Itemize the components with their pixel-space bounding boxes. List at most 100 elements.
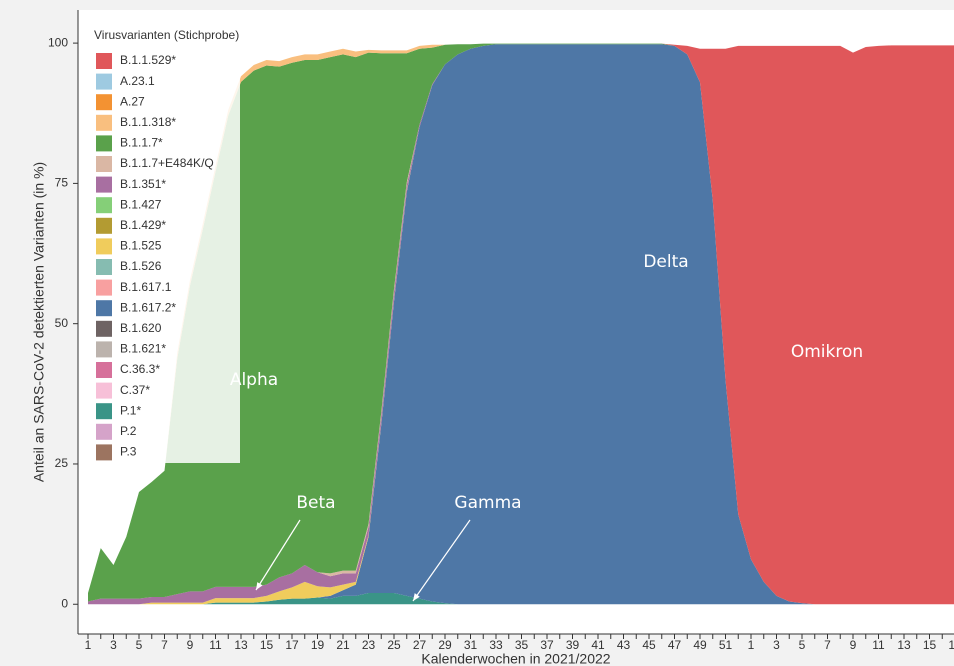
legend-swatch	[96, 300, 112, 317]
x-tick-label: 11	[209, 638, 222, 652]
x-tick-label: 5	[136, 638, 143, 652]
x-tick-label: 5	[799, 638, 806, 652]
x-tick-label: 31	[464, 638, 478, 652]
x-tick-label: 45	[642, 638, 656, 652]
legend-swatch	[96, 135, 112, 152]
legend-swatch	[96, 444, 112, 461]
legend-swatch	[96, 423, 112, 440]
x-tick-label: 3	[110, 638, 117, 652]
y-tick-label: 25	[55, 456, 69, 470]
arrow-head	[413, 593, 420, 601]
legend-swatch	[96, 320, 112, 337]
legend-label: B.1.351*	[120, 177, 166, 191]
arrow-head	[256, 582, 263, 590]
legend-swatch	[96, 73, 112, 90]
legend-swatch	[96, 403, 112, 420]
legend-swatch	[96, 217, 112, 234]
legend-swatch	[96, 94, 112, 111]
x-tick-label: 33	[489, 638, 503, 652]
area	[88, 43, 954, 605]
legend-swatch	[96, 341, 112, 358]
area	[88, 593, 954, 605]
x-tick-label: 17	[948, 638, 954, 652]
legend-label: B.1.621*	[120, 342, 166, 356]
legend-label: C.37*	[120, 383, 150, 397]
x-tick-label: 41	[591, 638, 605, 652]
legend-swatch	[96, 197, 112, 214]
legend-swatch	[96, 156, 112, 172]
x-tick-label: 29	[438, 638, 452, 652]
legend-label: B.1.617.2*	[120, 300, 176, 314]
x-tick-label: 39	[566, 638, 580, 652]
legend-label: A.27	[120, 94, 145, 108]
legend-label: B.1.429*	[120, 218, 166, 232]
legend-swatch	[96, 362, 112, 378]
annotation: Beta	[296, 493, 335, 513]
annotation-arrow	[412, 519, 471, 602]
x-tick-label: 9	[187, 638, 194, 652]
legend-swatch	[96, 259, 112, 275]
x-axis-title: Kalenderwochen in 2021/2022	[421, 651, 610, 666]
x-tick-label: 15	[923, 638, 937, 652]
y-tick-label: 100	[48, 35, 68, 49]
x-tick-label: 25	[387, 638, 401, 652]
x-tick-label: 19	[311, 638, 325, 652]
x-tick-label: 35	[515, 638, 529, 652]
legend-label: A.23.1	[120, 74, 155, 88]
x-tick-label: 27	[413, 638, 427, 652]
x-tick-label: 1	[748, 638, 755, 652]
x-tick-label: 49	[693, 638, 707, 652]
y-tick-label: 75	[55, 176, 69, 190]
y-tick-label: 50	[55, 316, 69, 330]
legend-swatch	[96, 176, 112, 193]
legend-label: P.2	[120, 424, 137, 438]
x-tick-label: 1	[85, 638, 92, 652]
legend-bg	[90, 27, 240, 463]
legend-swatch	[96, 279, 112, 296]
legend-swatch	[96, 53, 112, 69]
legend-swatch	[96, 114, 112, 131]
y-axis-title: Anteil an SARS-CoV-2 detektierten Varian…	[31, 162, 47, 482]
annotation-arrow	[255, 519, 301, 591]
legend-label: C.36.3*	[120, 362, 160, 376]
x-tick-label: 13	[897, 638, 911, 652]
legend-label: B.1.620	[120, 321, 162, 335]
x-tick-label: 47	[668, 638, 682, 652]
x-tick-label: 23	[362, 638, 376, 652]
areas	[88, 43, 954, 605]
legend-label: B.1.1.7*	[120, 136, 163, 150]
legend-label: P.3	[120, 445, 137, 459]
x-tick-label: 43	[617, 638, 631, 652]
x-tick-label: 9	[850, 638, 857, 652]
x-tick-label: 21	[336, 638, 350, 652]
annotation: Gamma	[454, 493, 521, 513]
legend-swatch	[96, 238, 112, 255]
area	[88, 43, 954, 605]
x-tick-label: 7	[824, 638, 831, 652]
annotation: Delta	[643, 252, 688, 272]
x-tick-label: 3	[773, 638, 780, 652]
x-tick-label: 7	[161, 638, 168, 652]
x-tick-label: 51	[719, 638, 733, 652]
legend-label: B.1.1.7+E484K/Q	[120, 156, 214, 170]
legend-label: B.1.525	[120, 239, 162, 253]
legend-label: B.1.1.529*	[120, 53, 176, 67]
x-tick-label: 17	[285, 638, 299, 652]
legend: B.1.1.529* A.23.1 A.27 B.1.1.318* B.1.1.7* B.…	[90, 27, 240, 463]
legend-label: B.1.1.318*	[120, 115, 176, 129]
legend-label: B.1.617.1	[120, 280, 172, 294]
legend-swatch	[96, 382, 112, 399]
legend-label: P.1*	[120, 403, 141, 417]
annotation: Alpha	[230, 370, 278, 390]
legend-label: B.1.427	[120, 197, 162, 211]
x-tick-label: 13	[234, 638, 248, 652]
legend-label: B.1.526	[120, 259, 162, 273]
x-tick-label: 37	[540, 638, 554, 652]
legend-title: Virusvarianten (Stichprobe)	[94, 28, 239, 42]
x-tick-label: 11	[872, 638, 885, 652]
x-tick-label: 15	[260, 638, 274, 652]
y-tick-label: 0	[61, 596, 68, 610]
area	[88, 44, 954, 605]
